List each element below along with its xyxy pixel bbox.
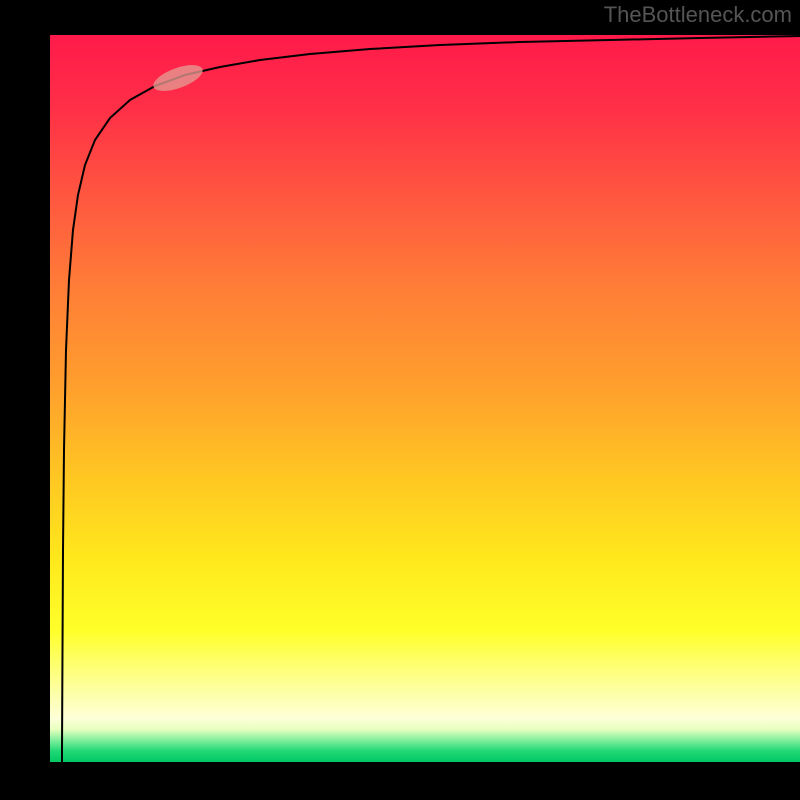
- gradient-background: [50, 35, 800, 762]
- chart-svg: [0, 0, 800, 800]
- attribution-text: TheBottleneck.com: [604, 2, 792, 28]
- chart-container: TheBottleneck.com: [0, 0, 800, 800]
